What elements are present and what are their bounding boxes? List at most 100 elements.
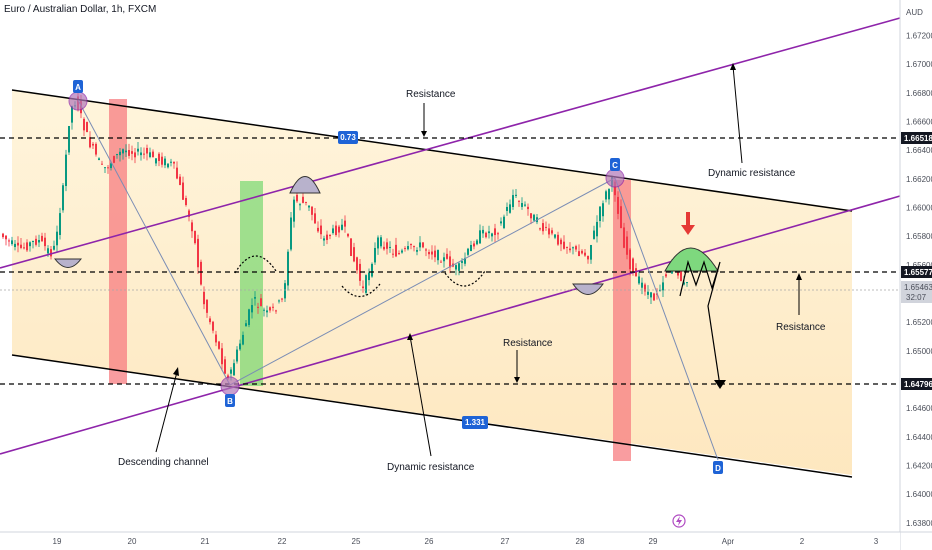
candle-body bbox=[428, 251, 430, 255]
price-tick: 1.64400 bbox=[906, 433, 932, 442]
pointer-dynamic-top-head bbox=[730, 63, 736, 70]
candle-body bbox=[374, 247, 376, 263]
candle-body bbox=[305, 201, 307, 203]
candle-body bbox=[542, 223, 544, 232]
candle-body bbox=[251, 305, 253, 313]
candle-body bbox=[491, 233, 493, 237]
candle-body bbox=[308, 205, 310, 208]
candle-body bbox=[476, 240, 478, 245]
candle-body bbox=[350, 238, 352, 256]
candle-body bbox=[32, 241, 34, 243]
candle-body bbox=[416, 250, 418, 252]
candle-body bbox=[194, 230, 196, 244]
candle-body bbox=[92, 143, 94, 146]
candle-body bbox=[278, 300, 280, 302]
price-tick: 1.66200 bbox=[906, 175, 932, 184]
current-price-badge: 1.65463 bbox=[904, 283, 932, 292]
candle-body bbox=[137, 148, 139, 152]
candle-body bbox=[551, 230, 553, 234]
point-d-tag bbox=[713, 461, 723, 474]
candle-body bbox=[557, 234, 559, 245]
candle-body bbox=[353, 247, 355, 262]
candle-body bbox=[407, 246, 409, 250]
candle-body bbox=[503, 216, 505, 229]
point-c-label: C bbox=[612, 161, 618, 170]
level-badge-2: 1.65577 bbox=[904, 268, 932, 277]
candle-body bbox=[686, 282, 688, 284]
candle-body bbox=[2, 233, 4, 238]
candle-body bbox=[140, 152, 142, 156]
candle-body bbox=[110, 163, 112, 169]
candle-body bbox=[554, 234, 556, 238]
annotation-descending-channel: Descending channel bbox=[118, 457, 209, 468]
price-tick: 1.65800 bbox=[906, 232, 932, 241]
candle-body bbox=[404, 248, 406, 250]
candle-body bbox=[644, 284, 646, 292]
candle-body bbox=[101, 163, 103, 165]
candle-body bbox=[245, 323, 247, 327]
candle-body bbox=[143, 153, 145, 155]
candle-body bbox=[683, 282, 685, 285]
candle-body bbox=[8, 240, 10, 242]
time-tick: 22 bbox=[278, 537, 287, 546]
candle-body bbox=[485, 232, 487, 238]
candle-body bbox=[383, 246, 385, 250]
candle-body bbox=[89, 137, 91, 148]
candle-body bbox=[500, 221, 502, 224]
price-tick: 1.65000 bbox=[906, 347, 932, 356]
candle-body bbox=[26, 242, 28, 251]
candle-body bbox=[620, 206, 622, 229]
candle-body bbox=[236, 349, 238, 362]
candle-body bbox=[98, 158, 100, 161]
candle-body bbox=[224, 359, 226, 374]
candle-body bbox=[161, 156, 163, 165]
level-badge-2-bg bbox=[901, 266, 932, 278]
candle-body bbox=[116, 154, 118, 156]
pointer-descending-head bbox=[173, 367, 179, 376]
time-axis[interactable] bbox=[0, 532, 900, 550]
candle-body bbox=[152, 151, 154, 158]
price-tick: 1.66400 bbox=[906, 146, 932, 155]
level-badge-1: 1.66518 bbox=[904, 134, 932, 143]
candle-body bbox=[530, 213, 532, 219]
candle-body bbox=[62, 185, 64, 211]
candle-body bbox=[38, 240, 40, 243]
candle-body bbox=[287, 251, 289, 286]
candle-body bbox=[506, 206, 508, 211]
time-tick: 25 bbox=[352, 537, 361, 546]
candle-body bbox=[266, 310, 268, 313]
candle-body bbox=[188, 210, 190, 217]
price-tick: 1.65600 bbox=[906, 261, 932, 270]
price-tick-labels: 1.67200 1.67000 1.66800 1.66600 1.66400 1.662… bbox=[906, 32, 932, 528]
candle-body bbox=[284, 283, 286, 299]
candle-body bbox=[206, 299, 208, 313]
price-tick: 1.67200 bbox=[906, 32, 932, 41]
candle-body bbox=[494, 228, 496, 236]
candle-body bbox=[605, 191, 607, 200]
candle-body bbox=[389, 246, 391, 248]
candle-body bbox=[173, 161, 175, 164]
candle-body bbox=[191, 222, 193, 232]
time-tick: 19 bbox=[53, 537, 62, 546]
candle-body bbox=[200, 261, 202, 285]
candle-body bbox=[248, 309, 250, 326]
candle-body bbox=[347, 233, 349, 237]
candle-body bbox=[419, 242, 421, 248]
candle-body bbox=[128, 150, 130, 156]
candle-body bbox=[323, 238, 325, 241]
candle-body bbox=[377, 237, 379, 249]
ratio-tag-bg-2 bbox=[462, 416, 488, 429]
candle-body bbox=[293, 199, 295, 222]
annotation-resistance-right: Resistance bbox=[776, 322, 826, 333]
candle-body bbox=[218, 341, 220, 349]
hs-left-shoulder bbox=[53, 258, 83, 268]
candle-body bbox=[632, 258, 634, 273]
candle-body bbox=[590, 245, 592, 260]
candle-body bbox=[356, 257, 358, 271]
price-tick: 1.64000 bbox=[906, 490, 932, 499]
candle-body bbox=[446, 253, 448, 259]
candle-body bbox=[212, 321, 214, 331]
dotted-arc-2 bbox=[341, 283, 381, 298]
pointer-resistance-mid-head bbox=[514, 377, 520, 383]
